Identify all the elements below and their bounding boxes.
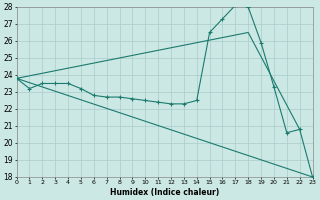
X-axis label: Humidex (Indice chaleur): Humidex (Indice chaleur) [110,188,219,197]
